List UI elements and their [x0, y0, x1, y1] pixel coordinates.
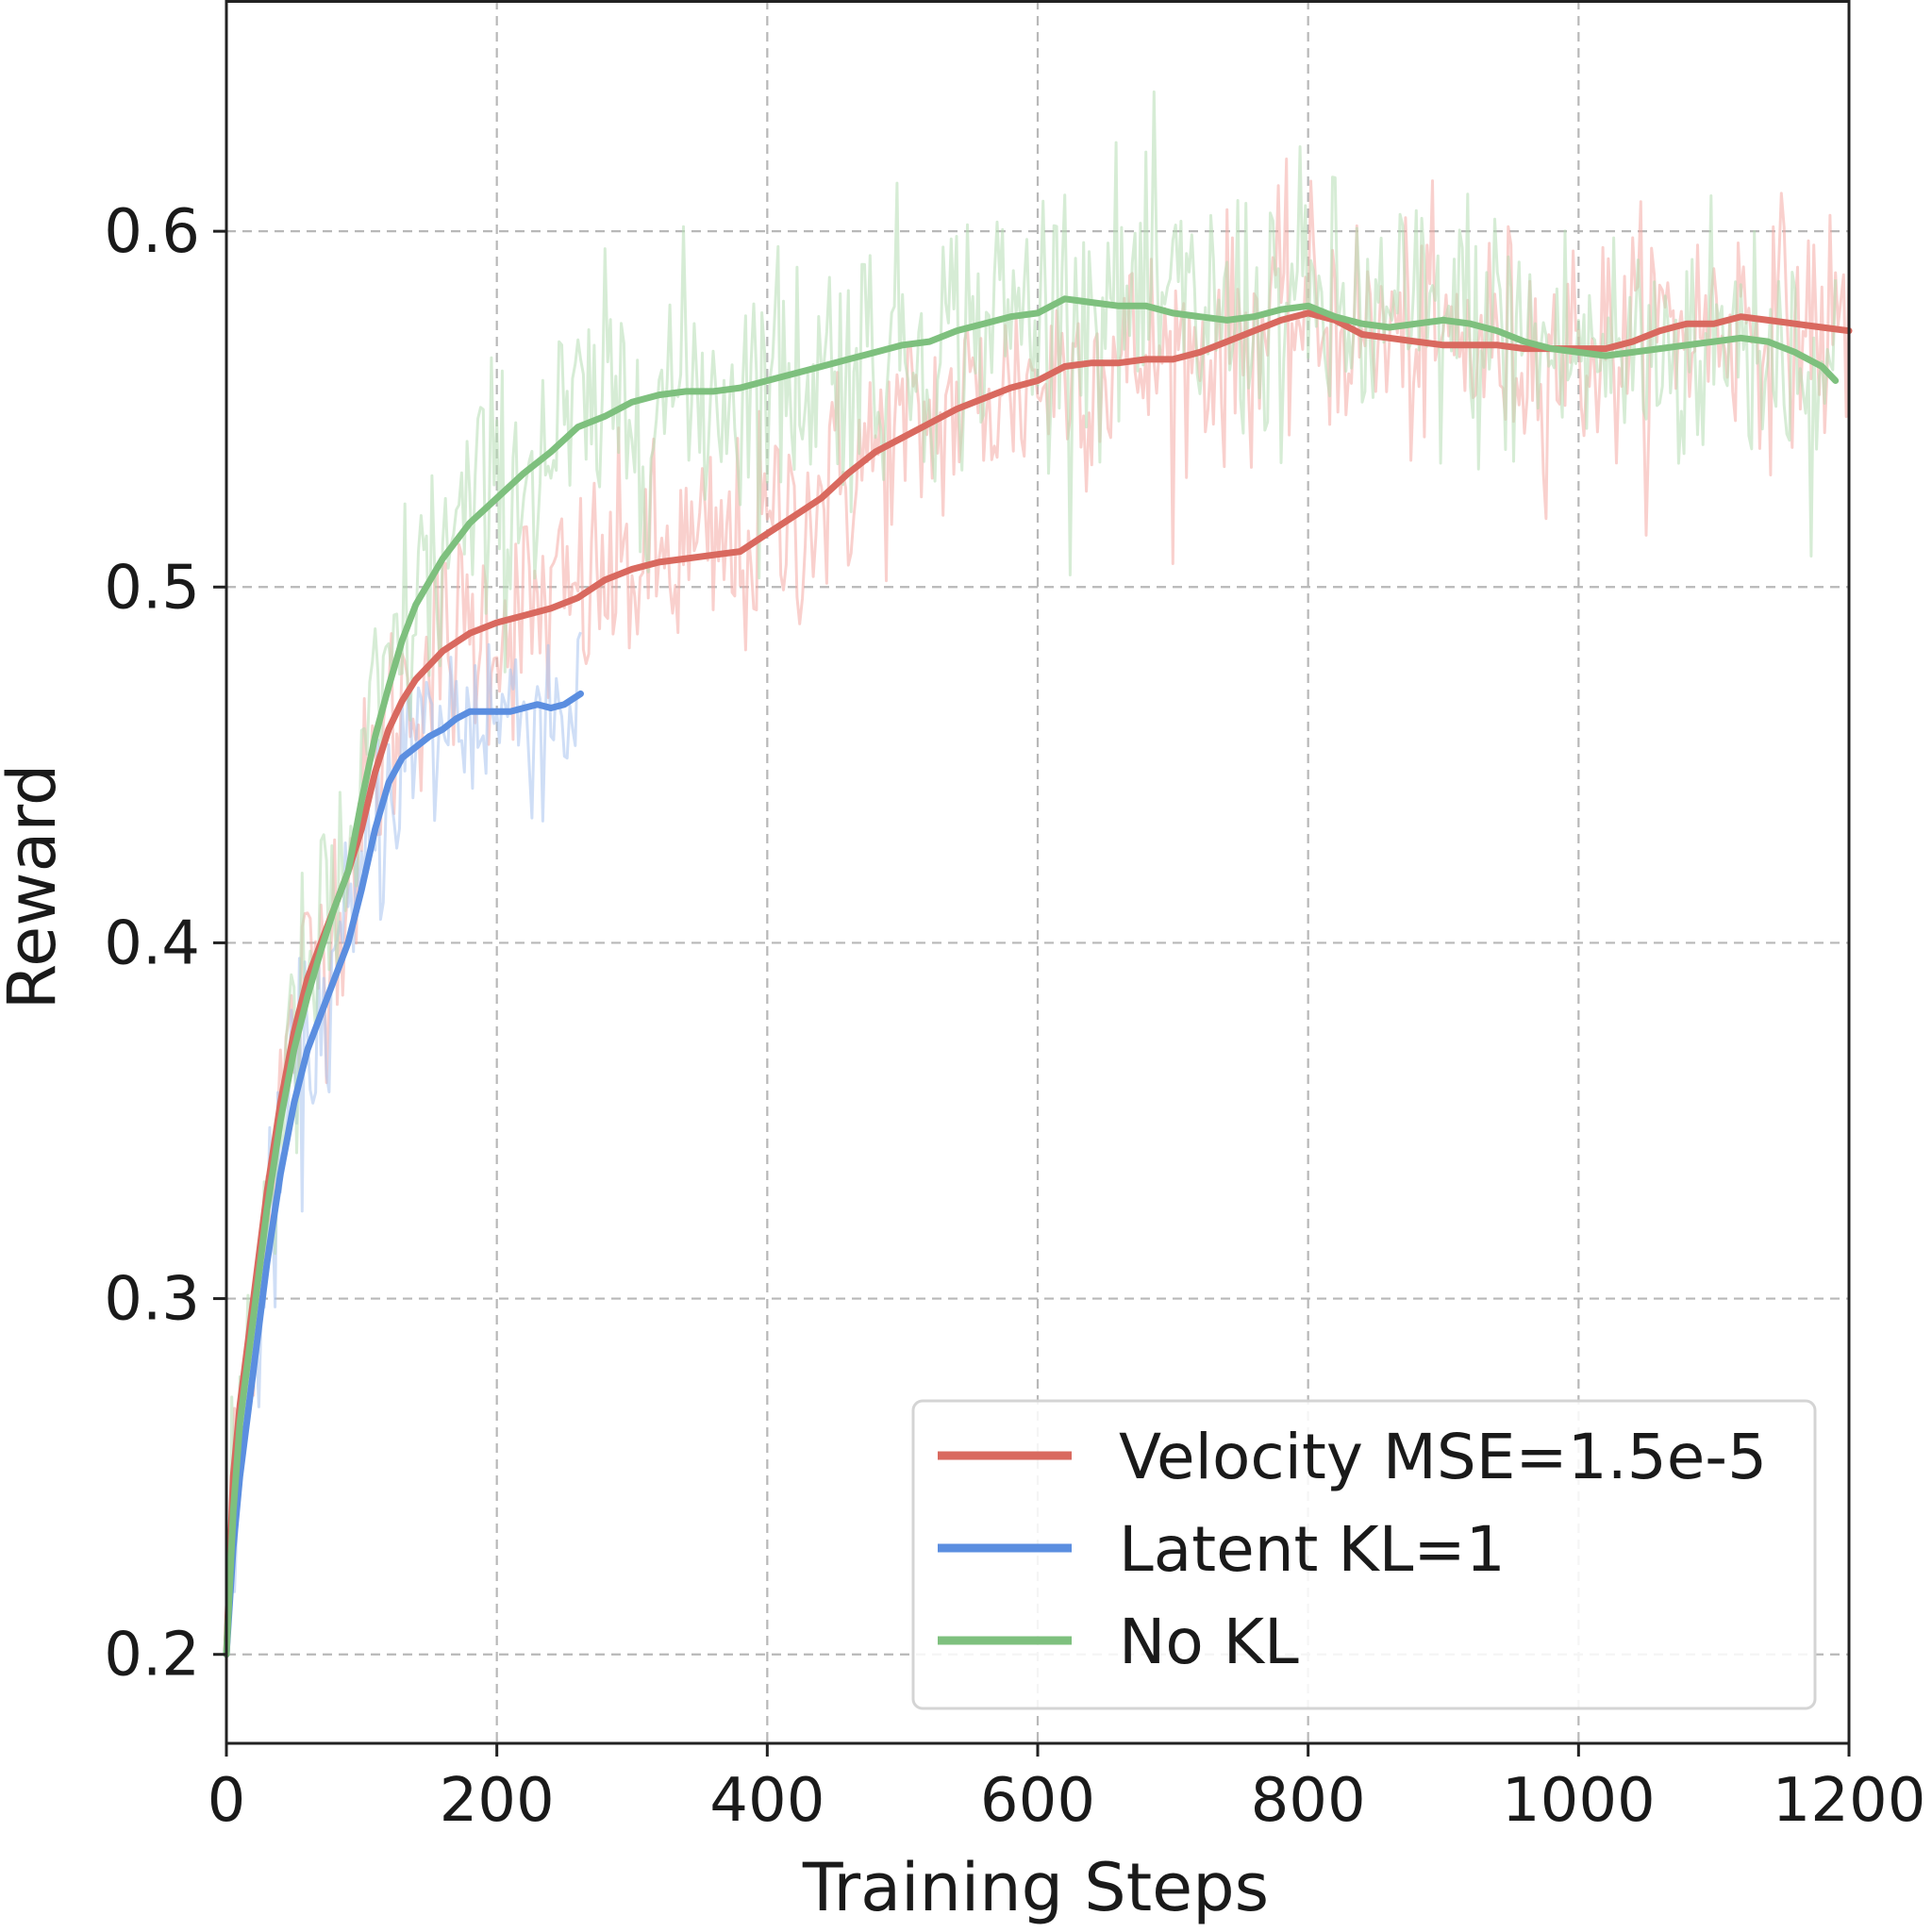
y-tick-label: 0.3 [104, 1265, 200, 1335]
x-tick-label: 800 [1251, 1766, 1366, 1836]
legend-label-no-kl: No KL [1119, 1606, 1299, 1678]
x-axis-label: Training Steps [802, 1849, 1269, 1926]
y-tick-label: 0.5 [104, 553, 200, 623]
x-tick-label: 1200 [1773, 1766, 1926, 1836]
smoothed-series-group [223, 295, 1853, 1658]
legend-box [911, 1399, 1817, 1710]
x-tick-label: 0 [208, 1766, 246, 1836]
y-tick-label: 0.6 [104, 197, 200, 267]
y-axis-ticks: 0.2 0.3 0.4 0.5 0.6 [104, 197, 226, 1690]
x-tick-label: 1000 [1502, 1766, 1656, 1836]
series-line-latent-kl-1 [223, 690, 584, 1658]
y-tick-label: 0.4 [104, 908, 200, 978]
y-tick-label: 0.2 [104, 1621, 200, 1690]
x-axis-ticks: 0 200 400 600 800 1000 1200 [208, 1743, 1926, 1836]
y-axis-label: Reward [0, 764, 71, 1010]
series-line-no-kl [223, 295, 1840, 1658]
x-tick-label: 200 [440, 1766, 555, 1836]
legend-label-velocity-mse-1-5e-5: Velocity MSE=1.5e-5 [1119, 1421, 1767, 1493]
legend-label-latent-kl-1: Latent KL=1 [1119, 1513, 1506, 1586]
x-tick-label: 600 [980, 1766, 1095, 1836]
raw-line-no-kl [225, 90, 1838, 1647]
x-tick-label: 400 [709, 1766, 824, 1836]
legend: Velocity MSE=1.5e-5 Latent KL=1 No KL [911, 1399, 1817, 1710]
